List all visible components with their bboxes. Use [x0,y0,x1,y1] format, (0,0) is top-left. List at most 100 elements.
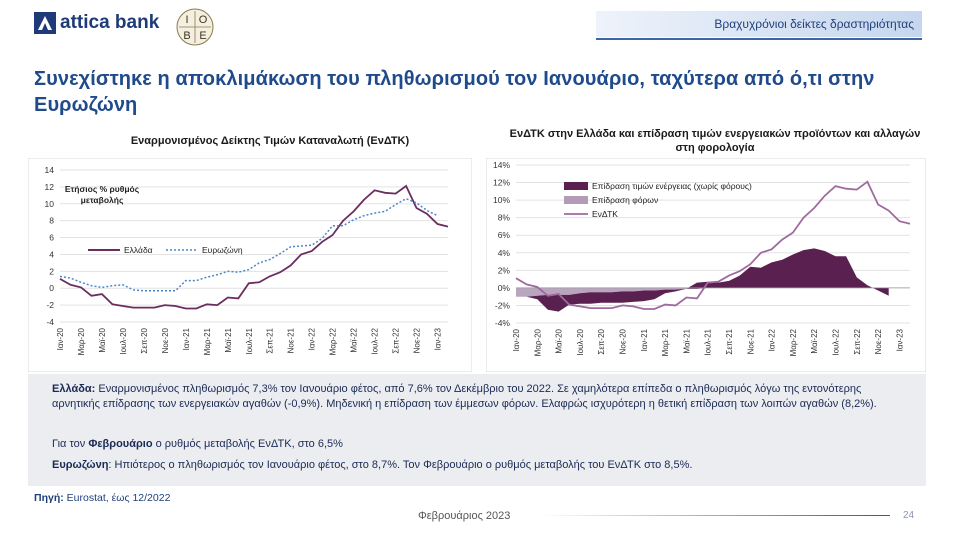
y-tick-label: 6% [498,230,511,240]
x-tick-label: Ιαν-22 [768,328,777,351]
x-tick-label: Μαϊ-20 [555,328,564,353]
right-chart-title: ΕνΔΤΚ στην Ελλάδα και επίδραση τιμών ενε… [509,128,921,154]
legend-label: Ελλάδα [124,245,153,255]
section-header: Βραχυχρόνιοι δείκτες δραστηριότητας [596,11,922,37]
x-tick-label: Ιουλ-20 [119,327,128,354]
chart-frame [485,157,927,373]
x-tick-label: Ιαν-23 [895,328,904,351]
annotation-label: μεταβολής [81,195,124,205]
seal-letter: Ο [199,14,208,26]
x-tick-label: Μαρ-20 [77,327,86,355]
tax-effect-area [516,287,889,297]
x-tick-label: Σεπ-22 [392,327,401,353]
legend-label: ΕνΔΤΚ [592,209,618,219]
february-note-text: ο ρυθμός μεταβολής ΕνΔΤΚ, στο 6,5% [152,438,343,450]
y-tick-label: 2 [49,266,54,276]
y-tick-label: -4 [46,317,54,327]
y-tick-label: 6 [49,233,54,243]
x-tick-label: Ιαν-21 [640,328,649,351]
chart-frame [27,157,473,373]
slide-title: Συνεχίστηκε η αποκλιμάκωση του πληθωρισμ… [34,68,875,116]
source-label: Πηγή: [34,492,64,504]
iobe-seal-icon: Ι Ο Β Ε [176,8,214,46]
x-tick-label: Ιαν-21 [182,327,191,350]
y-tick-label: 14 [45,165,55,175]
x-tick-label: Μαρ-21 [661,328,670,356]
legend-swatch-taxes [564,196,588,204]
february-note-bold: Φεβρουάριο [88,438,153,450]
eurozone-note-text: : Ηπιότερος ο πληθωρισμός τον Ιανουάριο … [108,459,693,471]
y-tick-label: 8% [498,213,511,223]
greece-note-text: Εναρμονισμένος πληθωρισμός 7,3% τον Ιανο… [52,383,877,410]
footer-date: Φεβρουάριος 2023 [418,510,511,522]
energy-effect-area [516,248,889,312]
greece-note: Ελλάδα: Εναρμονισμένος πληθωρισμός 7,3% … [52,382,912,412]
x-tick-label: Νοε-21 [746,328,755,354]
x-tick-label: Ιουλ-21 [704,328,713,355]
x-tick-label: Σεπ-22 [853,328,862,354]
y-tick-label: 0% [498,283,511,293]
bank-name: attica bank [60,12,160,33]
hicp-line [515,180,911,310]
greece-note-label: Ελλάδα: [52,383,96,395]
x-tick-label: Νοε-22 [874,328,883,354]
x-tick-label: Μαϊ-21 [682,328,691,353]
x-tick-label: Ιουλ-22 [371,327,380,354]
x-tick-label: Ιαν-22 [308,327,317,350]
x-tick-label: Ιουλ-22 [831,328,840,355]
legend-label: Επίδραση φόρων [592,195,658,205]
seal-letter: Ε [199,30,206,42]
x-tick-label: Σεπ-20 [140,327,149,353]
x-tick-label: Νοε-22 [413,327,422,353]
y-tick-label: 4% [498,248,511,258]
section-label: Βραχυχρόνιοι δείκτες δραστηριότητας [714,17,914,31]
y-tick-label: -2 [46,300,54,310]
footer-divider [540,515,890,516]
y-tick-label: -2% [495,300,511,310]
seal-letter: Β [183,30,190,42]
greece-line [59,184,449,310]
y-tick-label: 12% [493,178,510,188]
february-note-prefix: Για τον [52,438,89,450]
x-tick-label: Μαρ-20 [533,328,542,356]
left-chart-title: Εναρμονισμένος Δείκτης Τιμών Καταναλωτή … [130,135,410,147]
y-tick-label: -4% [495,318,511,328]
legend-label: Ευρωζώνη [202,245,243,255]
y-tick-label: 0 [49,283,54,293]
x-tick-label: Μαϊ-22 [350,327,359,352]
eurozone-line [59,197,438,292]
x-tick-label: Σεπ-21 [266,327,275,353]
left-chart: -4 -2 0 2 4 6 8 10 12 14 Ιαν-20 Μαρ-20 Μαϊ-20 Ιουλ-20… [27,157,473,373]
x-tick-label: Μαρ-22 [789,328,798,356]
x-tick-label: Νοε-20 [618,328,627,354]
x-tick-label: Μαρ-21 [203,327,212,355]
eurozone-note-label: Ευρωζώνη [52,459,109,471]
hicp-chart-svg: -4 -2 0 2 4 6 8 10 12 14 Ιαν-20 Μαρ-20 Μαϊ-20 Ιουλ-20… [27,157,473,373]
x-tick-label: Ιαν-23 [434,327,443,350]
x-tick-label: Μαϊ-20 [98,327,107,352]
y-tick-label: 2% [498,265,511,275]
x-tick-label: Μαρ-22 [329,327,338,355]
y-tick-label: 12 [45,182,55,192]
y-tick-label: 14% [493,160,510,170]
source-text: Eurostat, έως 12/2022 [63,492,171,504]
y-tick-label: 10% [493,195,510,205]
x-tick-label: Μαϊ-22 [810,328,819,353]
x-tick-label: Ιουλ-21 [245,327,254,354]
y-tick-label: 8 [49,216,54,226]
bank-logo: attica bank [34,12,159,34]
x-tick-label: Ιαν-20 [512,328,521,351]
x-tick-label: Ιαν-20 [56,327,65,350]
x-tick-label: Μαϊ-21 [224,327,233,352]
eurozone-note: Ευρωζώνη: Ηπιότερος ο πληθωρισμός τον Ια… [52,458,912,473]
right-chart: -4% -2% 0% 2% 4% 6% 8% 10% 12% 14% Ιαν-20 Μαρ-20 Μαϊ… [485,157,927,373]
attica-logo-icon [34,12,56,34]
legend-swatch-energy [564,182,588,190]
seal-letter: Ι [185,14,188,26]
y-tick-label: 4 [49,249,54,259]
annotation-label: Ετήσιος % ρυθμός [65,184,140,194]
x-tick-label: Νοε-21 [287,327,296,353]
february-note: Για τον Φεβρουάριο ο ρυθμός μεταβολής Εν… [52,437,912,452]
commentary-box: Ελλάδα: Εναρμονισμένος πληθωρισμός 7,3% … [28,374,926,486]
source-note: Πηγή: Eurostat, έως 12/2022 [34,492,170,504]
